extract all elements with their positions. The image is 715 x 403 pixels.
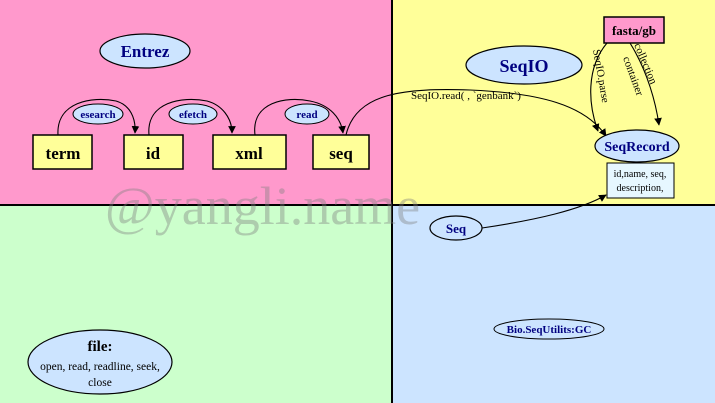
- id-label: id: [146, 144, 161, 163]
- sequtils-ellipse: [493, 318, 605, 340]
- seq-object-label: Seq: [446, 221, 467, 236]
- term-box: [32, 134, 93, 170]
- efetch-arrow: [148, 98, 236, 136]
- esearch-arrow: [57, 98, 140, 136]
- read-arrow: [254, 98, 346, 136]
- seqio-ellipse: [465, 45, 583, 85]
- file-methods-line-2: close: [88, 377, 112, 389]
- quadrant-top-left: [0, 0, 392, 205]
- seq-to-seqrecord-arrow: [481, 194, 607, 229]
- seqrecord-attributes-line-1: id,name, seq,: [614, 169, 667, 180]
- entrez-title: Entrez: [121, 42, 170, 61]
- id-box: [123, 134, 184, 170]
- seqio-parse-arrow: [590, 42, 608, 132]
- file-methods-line-1: open, read, readline, seek,: [40, 361, 160, 373]
- read-label: read: [296, 109, 317, 121]
- term-label: term: [46, 144, 81, 163]
- watermark: @yangli.name: [105, 176, 420, 236]
- efetch-label: efetch: [179, 109, 207, 121]
- seqio-read-call: SeqIO.read( , `genbank`): [411, 90, 521, 102]
- efetch-ellipse: [168, 103, 218, 125]
- seqio-title: SeqIO: [499, 56, 548, 76]
- fasta-gb-box: [603, 16, 665, 44]
- seqrecord-attributes-line-2: description,: [617, 183, 664, 194]
- file-ellipse: [27, 329, 173, 395]
- seqio-read-arrow: [345, 89, 607, 137]
- seq-label: seq: [329, 144, 353, 163]
- read-ellipse: [284, 103, 330, 125]
- collection-arrow: [629, 42, 662, 126]
- fasta-gb-label: fasta/gb: [612, 23, 656, 38]
- xml-box: [212, 134, 287, 170]
- entrez-ellipse: [99, 33, 191, 69]
- seq-ellipse: [429, 215, 483, 241]
- esearch-label: esearch: [80, 109, 115, 121]
- seqrecord-attributes-box: [606, 162, 675, 199]
- esearch-ellipse: [72, 103, 124, 125]
- sequtils-label: Bio.SeqUtilits:GC: [507, 324, 592, 336]
- seqrecord-ellipse: [594, 129, 680, 163]
- seqrecord-label: SeqRecord: [604, 140, 670, 155]
- xml-label: xml: [235, 144, 263, 163]
- seq-box: [312, 134, 370, 170]
- file-title: file:: [88, 339, 113, 355]
